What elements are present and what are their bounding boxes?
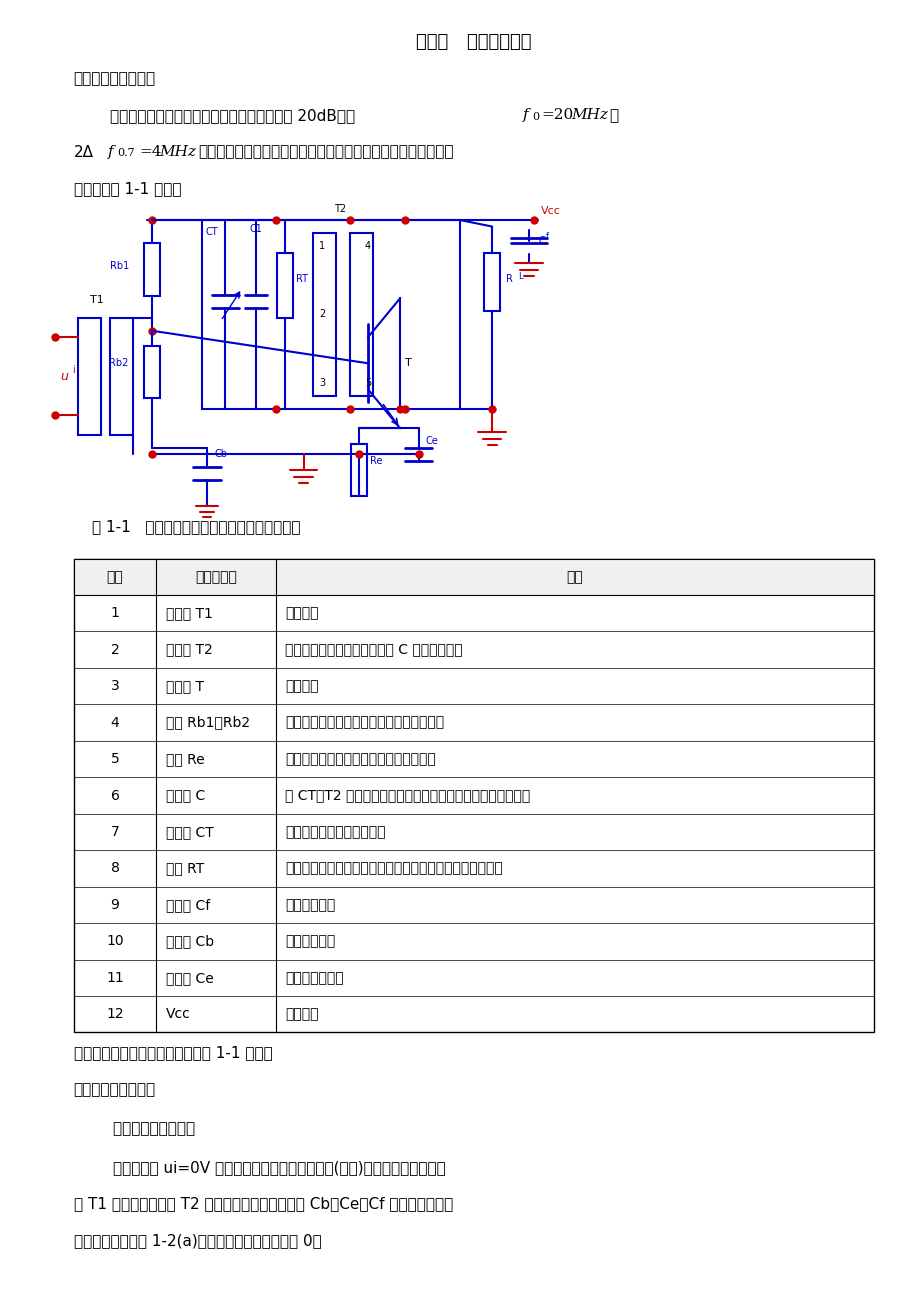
Text: 电容器 Cb: 电容器 Cb [165, 935, 213, 948]
Text: R: R [505, 273, 512, 284]
Bar [312, 233, 335, 396]
Text: 与 CT、T2 初级线圈组成晶体管集电极谐振负载，起选频作用: 与 CT、T2 初级线圈组成晶体管集电极谐振负载，起选频作用 [285, 789, 530, 802]
Text: 电容器 Cf: 电容器 Cf [165, 898, 210, 911]
Text: 序号: 序号 [107, 570, 123, 583]
Text: 11: 11 [106, 971, 124, 984]
Text: 器的直流通路如图 1-2(a)所示。此时，输出信号为 0。: 器的直流通路如图 1-2(a)所示。此时，输出信号为 0。 [74, 1233, 321, 1249]
Text: 耦合元件，初级线圈与电容器 C 组成选频回路: 耦合元件，初级线圈与电容器 C 组成选频回路 [285, 643, 462, 656]
Bar [78, 318, 101, 435]
Text: 耦合元件: 耦合元件 [285, 607, 318, 620]
Text: 二、电路的工作过程: 二、电路的工作过程 [74, 1082, 155, 1098]
Text: i: i [73, 365, 74, 375]
Text: =4: =4 [139, 145, 161, 159]
Text: 电容器 CT: 电容器 CT [165, 825, 213, 838]
Text: 2Δ: 2Δ [74, 145, 94, 160]
Text: 6: 6 [110, 789, 119, 802]
Text: C: C [538, 236, 544, 246]
Bar [110, 318, 133, 435]
Text: T: T [404, 358, 411, 368]
Text: 电阻 RT: 电阻 RT [165, 862, 204, 875]
Text: Cb: Cb [214, 449, 227, 460]
Text: 电阻 Rb1、Rb2: 电阻 Rb1、Rb2 [165, 716, 249, 729]
Text: 4: 4 [365, 241, 370, 251]
Text: 0.7: 0.7 [117, 148, 134, 159]
Text: ，采用单级放大器即可实现，拟定高频小信号谐振放大器的电路: ，采用单级放大器即可实现，拟定高频小信号谐振放大器的电路 [198, 145, 453, 160]
Bar [74, 559, 873, 595]
Text: RT: RT [296, 273, 308, 284]
Text: T2: T2 [334, 203, 346, 214]
Text: 放大元件: 放大元件 [285, 680, 318, 693]
Text: =20: =20 [540, 108, 573, 122]
Text: 图 1-1   高频小信号谐振放大器参考电路原理图: 图 1-1 高频小信号谐振放大器参考电路原理图 [92, 519, 301, 535]
Text: 电容器 C: 电容器 C [165, 789, 205, 802]
Text: 第一章   系统方案设计: 第一章 系统方案设计 [415, 33, 531, 51]
Text: 器 T1 的次级、变压器 T2 的初级视为短路，电容器 Cb、Ce、Cf 视为开路，放大: 器 T1 的次级、变压器 T2 的初级视为短路，电容器 Cb、Ce、Cf 视为开… [74, 1197, 452, 1212]
Text: 3: 3 [319, 378, 324, 388]
Text: 分压式偏置电路，固定晶体管基极静态电位: 分压式偏置电路，固定晶体管基极静态电位 [285, 716, 444, 729]
Text: 原理图如图 1-1 所示。: 原理图如图 1-1 所示。 [74, 181, 181, 197]
Text: Rb1: Rb1 [109, 260, 129, 271]
Text: C1: C1 [249, 224, 262, 234]
Text: MHz: MHz [571, 108, 607, 122]
Text: 晶体管 T: 晶体管 T [165, 680, 203, 693]
Text: 作用: 作用 [566, 570, 583, 583]
Text: T1: T1 [90, 294, 103, 305]
Text: L: L [517, 272, 522, 280]
Text: 7: 7 [110, 825, 119, 838]
Text: 变压器 T1: 变压器 T1 [165, 607, 212, 620]
Text: 5: 5 [110, 753, 119, 766]
Text: u: u [61, 370, 68, 383]
Bar [143, 243, 160, 296]
Text: ，: ， [608, 108, 618, 124]
Text: 当输入信号 ui=0V 时，放大器处于直流工作状态(静态)。理想情况下，变压: 当输入信号 ui=0V 时，放大器处于直流工作状态(静态)。理想情况下，变压 [74, 1160, 445, 1176]
Text: 电容器 Ce: 电容器 Ce [165, 971, 213, 984]
Text: Re: Re [369, 456, 382, 466]
Text: 图中，各元气件的名称及作用如表 1-1 所示。: 图中，各元气件的名称及作用如表 1-1 所示。 [74, 1046, 272, 1061]
Text: 8: 8 [110, 862, 119, 875]
Bar [350, 444, 367, 496]
Text: 9: 9 [110, 898, 119, 911]
Text: f: f [545, 233, 548, 241]
Text: 元件及名称: 元件及名称 [195, 570, 237, 583]
Text: 一、电路结构的选择: 一、电路结构的选择 [74, 72, 155, 87]
Text: MHz: MHz [159, 145, 196, 159]
Text: f: f [108, 145, 113, 159]
Text: 变压器 T2: 变压器 T2 [165, 643, 212, 656]
Bar [74, 559, 873, 1032]
Text: 5: 5 [365, 378, 370, 388]
Text: 谐振回路可调电阻，调节谐振回路品质因素，实现阻抗匹配: 谐振回路可调电阻，调节谐振回路品质因素，实现阻抗匹配 [285, 862, 503, 875]
Bar [349, 233, 372, 396]
Text: 电阻 Re: 电阻 Re [165, 753, 204, 766]
Text: 1: 1 [110, 607, 119, 620]
Text: 发射极旁路电容: 发射极旁路电容 [285, 971, 344, 984]
Text: Vcc: Vcc [540, 206, 561, 216]
Text: 10: 10 [106, 935, 124, 948]
Text: 1: 1 [319, 241, 324, 251]
Text: （一）静态工作过程: （一）静态工作过程 [74, 1121, 195, 1137]
Text: 发射极直流负反馈电阻，稳定静态工作点: 发射极直流负反馈电阻，稳定静态工作点 [285, 753, 436, 766]
Text: 12: 12 [106, 1008, 124, 1021]
Bar [277, 253, 293, 318]
Text: 直流电源: 直流电源 [285, 1008, 318, 1021]
Text: Ce: Ce [425, 436, 438, 447]
Bar [143, 346, 160, 398]
Bar [202, 220, 460, 409]
Text: 电源滤波电容: 电源滤波电容 [285, 898, 335, 911]
Text: 4: 4 [110, 716, 119, 729]
Text: 基极旁路电容: 基极旁路电容 [285, 935, 335, 948]
Text: 0: 0 [531, 112, 539, 122]
Text: 谐振回路谐振频率调节电容: 谐振回路谐振频率调节电容 [285, 825, 385, 838]
Text: f: f [522, 108, 528, 122]
Text: 3: 3 [110, 680, 119, 693]
Text: 2: 2 [319, 310, 324, 319]
Text: Rb2: Rb2 [109, 358, 129, 368]
Text: Vcc: Vcc [165, 1008, 190, 1021]
Text: CT: CT [205, 227, 218, 237]
Text: 根据设计任务书的要求，因放大器的增益大于 20dB，且: 根据设计任务书的要求，因放大器的增益大于 20dB，且 [110, 108, 360, 124]
Text: 2: 2 [110, 643, 119, 656]
Bar [483, 253, 500, 311]
